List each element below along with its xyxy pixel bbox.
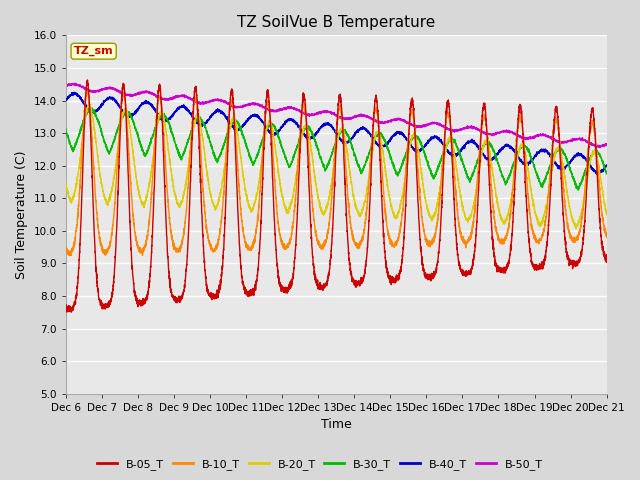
Text: TZ_sm: TZ_sm (74, 46, 113, 56)
Legend: B-05_T, B-10_T, B-20_T, B-30_T, B-40_T, B-50_T: B-05_T, B-10_T, B-20_T, B-30_T, B-40_T, … (93, 455, 547, 474)
Y-axis label: Soil Temperature (C): Soil Temperature (C) (15, 150, 28, 279)
X-axis label: Time: Time (321, 419, 351, 432)
Title: TZ SoilVue B Temperature: TZ SoilVue B Temperature (237, 15, 435, 30)
